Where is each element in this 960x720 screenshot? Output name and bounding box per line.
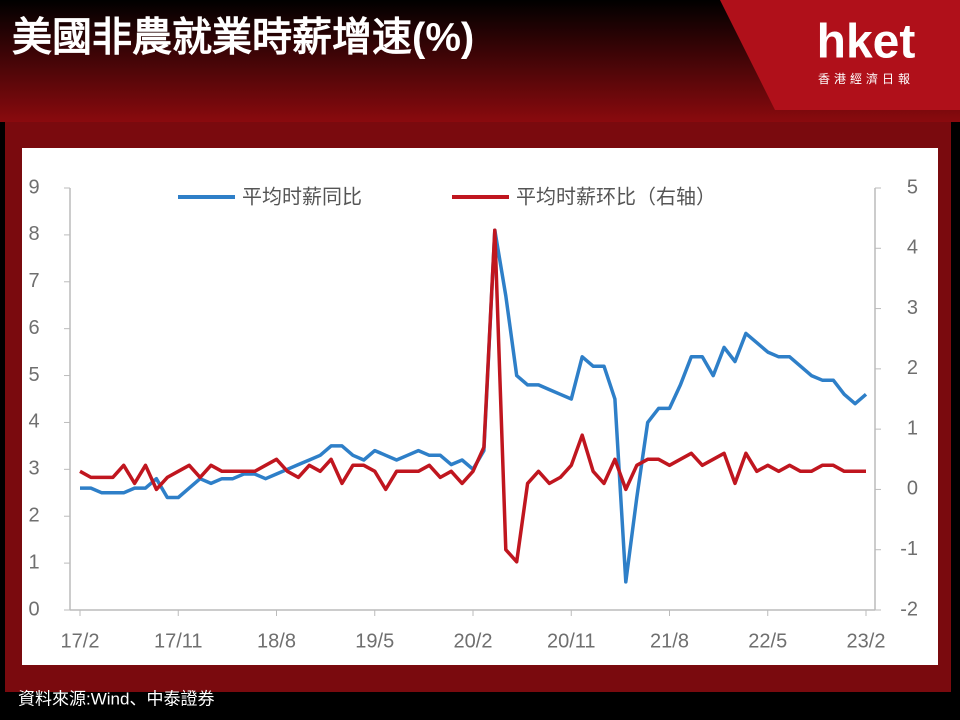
- x-tick-label: 17/2: [61, 630, 100, 652]
- y2-tick-label: -2: [900, 598, 918, 620]
- legend-label: 平均时薪环比（右轴）: [516, 185, 716, 208]
- y2-tick-label: 4: [907, 237, 918, 259]
- y2-tick-label: 3: [907, 297, 918, 319]
- source: 資料來源:Wind、中泰證券: [18, 689, 214, 708]
- x-tick-label: 22/5: [748, 630, 787, 652]
- x-tick-label: 21/8: [650, 630, 689, 652]
- series-line: [79, 228, 866, 564]
- y-tick-label: 8: [28, 223, 39, 245]
- brand-subtitle: 香港經濟日報: [818, 71, 914, 86]
- y-tick-label: 0: [28, 598, 39, 620]
- y2-tick-label: 0: [907, 478, 918, 500]
- y-tick-label: 1: [28, 551, 39, 573]
- x-tick-label: 20/2: [454, 630, 493, 652]
- y-tick-label: 4: [28, 411, 39, 433]
- y2-tick-label: -1: [900, 538, 918, 560]
- y-tick-label: 5: [28, 364, 39, 386]
- chart: 0 1 2 3 4 5 6 7 8 9 -2 -1 0 1 2 3 4 5 17/2 17/11 18/8 19/5 20/…: [28, 176, 918, 652]
- y2-tick-label: 1: [907, 417, 918, 439]
- y-tick-label: 7: [28, 270, 39, 292]
- y2-tick-label: 5: [907, 176, 918, 198]
- y-tick-label: 3: [28, 458, 39, 480]
- y-tick-label: 2: [28, 505, 39, 527]
- legend-label: 平均时薪同比: [242, 185, 362, 208]
- chart-panel: [22, 148, 938, 665]
- y-tick-label: 6: [28, 317, 39, 339]
- brand-name: hket: [817, 16, 916, 69]
- x-tick-label: 19/5: [355, 630, 394, 652]
- x-tick-label: 17/11: [154, 630, 203, 652]
- logo-banner: [720, 0, 960, 110]
- x-tick-label: 20/11: [547, 630, 596, 652]
- x-tick-label: 18/8: [257, 630, 296, 652]
- y-tick-label: 9: [28, 176, 39, 198]
- x-tick-label: 23/2: [847, 630, 886, 652]
- y2-tick-label: 2: [907, 357, 918, 379]
- chart-title: 美國非農就業時薪增速(%): [12, 16, 474, 60]
